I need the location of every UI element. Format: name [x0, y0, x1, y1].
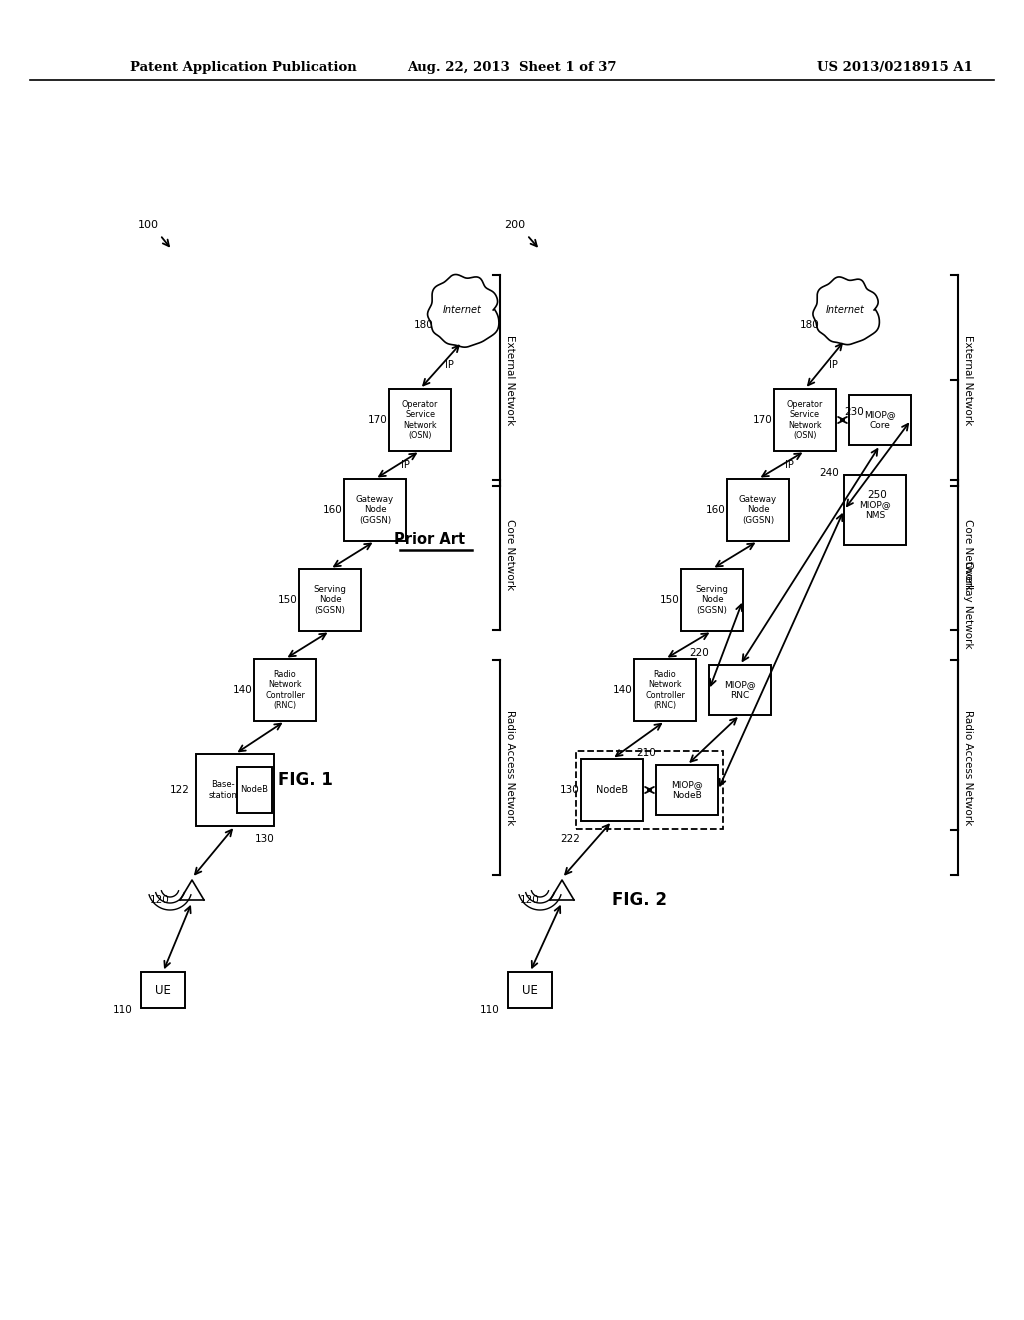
- Bar: [196, 754, 274, 826]
- Text: Core Network: Core Network: [963, 520, 973, 590]
- Text: Gateway
Node
(GGSN): Gateway Node (GGSN): [739, 495, 777, 525]
- Text: MIOP@
Core: MIOP@ Core: [864, 411, 896, 430]
- Text: Radio
Network
Controller
(RNC): Radio Network Controller (RNC): [645, 671, 685, 710]
- Text: MIOP@
NodeB: MIOP@ NodeB: [671, 780, 702, 800]
- Bar: [237, 767, 272, 813]
- Text: 122: 122: [170, 785, 189, 795]
- Text: Serving
Node
(SGSN): Serving Node (SGSN): [313, 585, 346, 615]
- Text: External Network: External Network: [505, 335, 515, 425]
- Text: 180: 180: [800, 319, 820, 330]
- Bar: [634, 659, 696, 721]
- Text: FIG. 2: FIG. 2: [612, 891, 668, 909]
- Text: IP: IP: [785, 459, 794, 470]
- Bar: [581, 759, 643, 821]
- Text: IP: IP: [401, 459, 410, 470]
- Bar: [656, 766, 718, 814]
- Text: IP: IP: [444, 360, 454, 370]
- Text: Operator
Service
Network
(OSN): Operator Service Network (OSN): [786, 400, 823, 440]
- Text: NodeB: NodeB: [596, 785, 628, 795]
- Text: Aug. 22, 2013  Sheet 1 of 37: Aug. 22, 2013 Sheet 1 of 37: [408, 62, 616, 74]
- Text: 160: 160: [707, 506, 726, 515]
- Text: UE: UE: [155, 983, 171, 997]
- Text: 240: 240: [819, 469, 839, 478]
- Text: Prior Art: Prior Art: [394, 532, 466, 548]
- Text: FIG. 1: FIG. 1: [278, 771, 333, 789]
- Text: Internet: Internet: [825, 305, 864, 315]
- Text: US 2013/0218915 A1: US 2013/0218915 A1: [817, 62, 973, 74]
- Text: 110: 110: [480, 1005, 500, 1015]
- Text: Gateway
Node
(GGSN): Gateway Node (GGSN): [356, 495, 394, 525]
- Text: 120: 120: [151, 895, 170, 906]
- Bar: [849, 395, 911, 445]
- Text: Base-
station: Base- station: [209, 780, 238, 800]
- Text: 220: 220: [689, 648, 709, 657]
- Text: 150: 150: [279, 595, 298, 605]
- Text: 110: 110: [113, 1005, 133, 1015]
- Text: 100: 100: [137, 220, 159, 230]
- Text: 120: 120: [520, 895, 540, 906]
- Text: UE: UE: [522, 983, 538, 997]
- Bar: [844, 475, 906, 545]
- Text: NodeB: NodeB: [241, 785, 268, 795]
- Bar: [727, 479, 790, 541]
- Bar: [389, 389, 451, 451]
- Text: Radio Access Network: Radio Access Network: [963, 710, 973, 825]
- Text: MIOP@
RNC: MIOP@ RNC: [724, 680, 756, 700]
- Text: Radio Access Network: Radio Access Network: [505, 710, 515, 825]
- Text: 160: 160: [324, 506, 343, 515]
- Text: 150: 150: [660, 595, 680, 605]
- Text: Internet: Internet: [442, 305, 481, 315]
- Text: 200: 200: [505, 220, 525, 230]
- Bar: [299, 569, 361, 631]
- Bar: [254, 659, 316, 721]
- Text: 140: 140: [233, 685, 253, 696]
- Bar: [141, 972, 185, 1008]
- Bar: [774, 389, 836, 451]
- Text: Core Network: Core Network: [505, 520, 515, 590]
- Text: 180: 180: [414, 319, 434, 330]
- Text: 130: 130: [255, 834, 274, 843]
- Bar: [508, 972, 552, 1008]
- Text: 170: 170: [368, 414, 388, 425]
- Text: 170: 170: [753, 414, 773, 425]
- Text: External Network: External Network: [963, 335, 973, 425]
- Text: 210: 210: [636, 748, 656, 758]
- Bar: [575, 751, 723, 829]
- Text: Patent Application Publication: Patent Application Publication: [130, 62, 356, 74]
- Text: Overlay Network: Overlay Network: [963, 561, 973, 648]
- Text: MIOP@
NMS: MIOP@ NMS: [859, 500, 891, 520]
- Text: 130: 130: [560, 785, 580, 795]
- Text: Radio
Network
Controller
(RNC): Radio Network Controller (RNC): [265, 671, 305, 710]
- Text: Serving
Node
(SGSN): Serving Node (SGSN): [695, 585, 728, 615]
- Text: 222: 222: [560, 834, 580, 843]
- Text: 250: 250: [867, 490, 888, 500]
- Bar: [681, 569, 743, 631]
- Bar: [709, 665, 771, 715]
- Text: 140: 140: [613, 685, 633, 696]
- Bar: [344, 479, 406, 541]
- Text: Operator
Service
Network
(OSN): Operator Service Network (OSN): [401, 400, 438, 440]
- Text: 230: 230: [844, 407, 864, 417]
- Text: IP: IP: [828, 360, 838, 370]
